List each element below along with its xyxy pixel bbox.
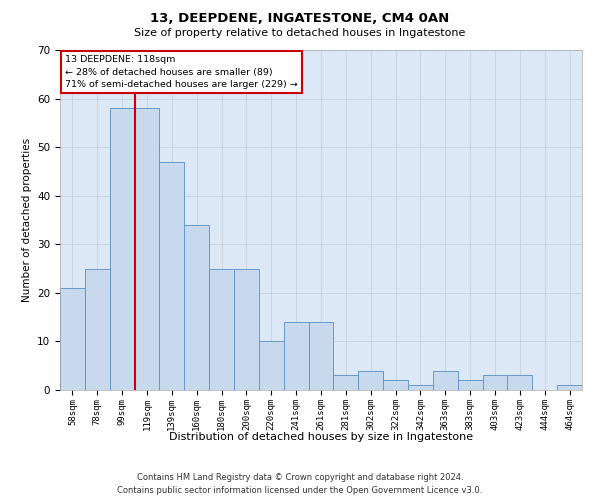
Bar [508, 376, 532, 390]
Bar [209, 268, 234, 390]
Text: Distribution of detached houses by size in Ingatestone: Distribution of detached houses by size … [169, 432, 473, 442]
Bar [184, 225, 209, 390]
Bar [134, 108, 160, 390]
Bar [308, 322, 334, 390]
Bar [284, 322, 308, 390]
Text: 13, DEEPDENE, INGATESTONE, CM4 0AN: 13, DEEPDENE, INGATESTONE, CM4 0AN [151, 12, 449, 26]
Text: Size of property relative to detached houses in Ingatestone: Size of property relative to detached ho… [134, 28, 466, 38]
Bar [259, 342, 284, 390]
Bar [433, 370, 458, 390]
Bar [383, 380, 408, 390]
Text: Contains public sector information licensed under the Open Government Licence v3: Contains public sector information licen… [118, 486, 482, 495]
Bar [110, 108, 134, 390]
Bar [60, 288, 85, 390]
Bar [334, 376, 358, 390]
Bar [557, 385, 582, 390]
Text: Contains HM Land Registry data © Crown copyright and database right 2024.: Contains HM Land Registry data © Crown c… [137, 472, 463, 482]
Bar [408, 385, 433, 390]
Bar [482, 376, 508, 390]
Bar [358, 370, 383, 390]
Bar [160, 162, 184, 390]
Bar [458, 380, 482, 390]
Bar [234, 268, 259, 390]
Bar [85, 268, 110, 390]
Y-axis label: Number of detached properties: Number of detached properties [22, 138, 32, 302]
Text: 13 DEEPDENE: 118sqm
← 28% of detached houses are smaller (89)
71% of semi-detach: 13 DEEPDENE: 118sqm ← 28% of detached ho… [65, 55, 298, 89]
